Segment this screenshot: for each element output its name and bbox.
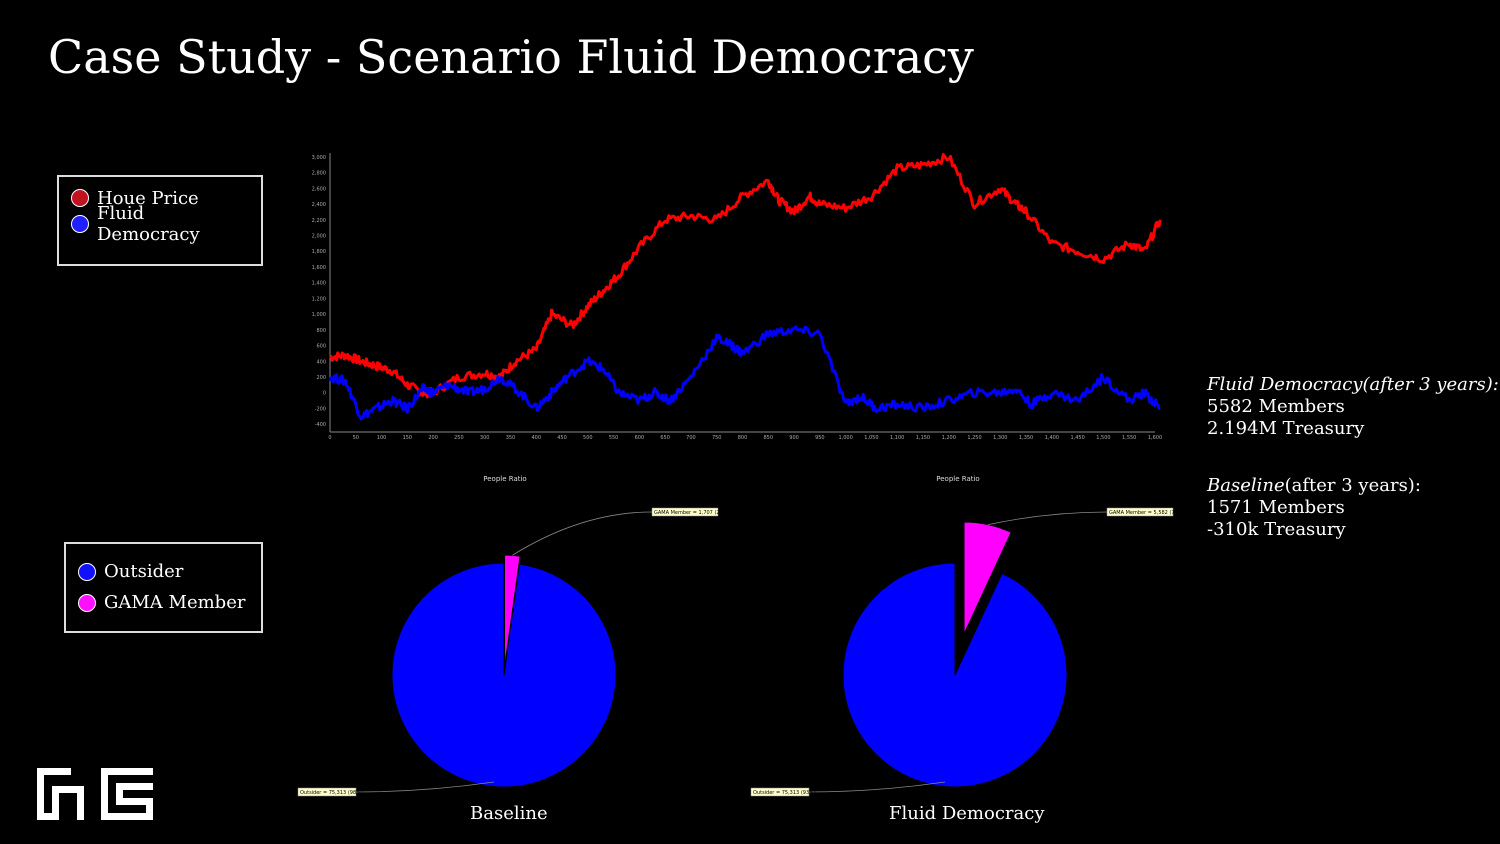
x-tick-label: 900 [789, 435, 799, 441]
pie-chart-legend: Outsider GAMA Member [64, 542, 263, 633]
x-tick-label: 50 [353, 435, 359, 441]
legend-item-outsider: Outsider [78, 556, 249, 587]
x-tick-label: 100 [377, 435, 387, 441]
data-label-gama-member: GAMA Member = 5,582 (7%) [1109, 510, 1181, 516]
y-tick-label: 2,600 [312, 186, 326, 192]
series-line-house-price [329, 153, 1162, 399]
data-label-gama-member: GAMA Member = 1,707 (2%) [654, 510, 726, 516]
y-tick-label: 1,200 [312, 296, 326, 302]
x-tick-label: 600 [635, 435, 645, 441]
x-tick-label: 1,250 [967, 435, 981, 441]
data-label-outsider: Outsider = 75,313 (93%) [753, 790, 816, 796]
pie-title: People Ratio [483, 475, 526, 483]
x-tick-label: 1,000 [838, 435, 852, 441]
y-tick-label: -400 [315, 422, 326, 428]
x-tick-label: 1,100 [890, 435, 904, 441]
line-chart: -400 -200 0 200 400 600 800 1,000 1,200 1,400 1,60… [312, 153, 1162, 441]
pie-chart-fluid-democracy: People Ratio GAMA Member = 5,582 (7%) Outs… [750, 475, 1181, 797]
y-tick-label: -200 [315, 406, 326, 412]
x-tick-label: 550 [609, 435, 619, 441]
x-tick-label: 1,550 [1122, 435, 1136, 441]
leader-line-gama-member [988, 511, 1108, 525]
y-tick-label: 2,200 [312, 218, 326, 224]
baseline-stats: Baseline(after 3 years): 1571 Members -3… [1207, 475, 1421, 541]
x-tick-label: 1,600 [1148, 435, 1162, 441]
logo-icon [37, 768, 153, 820]
blue-dot-icon [78, 562, 96, 581]
x-tick-label: 200 [428, 435, 438, 441]
fluid-treasury: 2.194M Treasury [1207, 418, 1365, 439]
x-tick-label: 400 [531, 435, 541, 441]
pie-chart-baseline: People Ratio GAMA Member = 1,707 (2%) Outs… [297, 475, 726, 797]
x-tick-label: 450 [557, 435, 567, 441]
leader-line-outsider [353, 781, 495, 793]
y-tick-label: 1,800 [312, 249, 326, 255]
data-label-outsider: Outsider = 75,313 (98%) [300, 790, 363, 796]
pie-slice-outsider [842, 562, 1068, 788]
line-chart-legend: Houe Price Fluid Democracy [57, 175, 263, 266]
baseline-members: 1571 Members [1207, 497, 1345, 518]
legend-item-house-price: Houe Price [71, 185, 249, 211]
y-tick-label: 1,600 [312, 265, 326, 271]
legend-label: Houe Price [97, 187, 199, 209]
x-tick-label: 850 [764, 435, 774, 441]
pie-caption-baseline: Baseline [470, 803, 548, 824]
x-tick-label: 950 [815, 435, 825, 441]
baseline-stats-heading: Baseline [1207, 475, 1285, 496]
x-tick-label: 1,200 [942, 435, 956, 441]
fluid-stats-heading: Fluid Democracy(after 3 years): [1207, 374, 1499, 395]
y-tick-label: 800 [316, 328, 326, 334]
y-tick-label: 2,800 [312, 171, 326, 177]
x-tick-label: 1,450 [1070, 435, 1084, 441]
legend-label: GAMA Member [104, 592, 246, 613]
x-tick-label: 1,300 [993, 435, 1007, 441]
pie-title: People Ratio [936, 475, 979, 483]
leader-line-outsider [806, 781, 946, 793]
fluid-members: 5582 Members [1207, 396, 1345, 417]
x-tick-label: 500 [583, 435, 593, 441]
fluid-democracy-stats: Fluid Democracy(after 3 years): 5582 Mem… [1207, 374, 1499, 440]
y-tick-label: 200 [316, 375, 326, 381]
y-tick-label: 600 [316, 344, 326, 350]
y-tick-label: 2,000 [312, 234, 326, 240]
x-tick-label: 750 [712, 435, 722, 441]
y-tick-label: 1,000 [312, 312, 326, 318]
x-tick-label: 1,050 [864, 435, 878, 441]
x-tick-label: 1,350 [1019, 435, 1033, 441]
series-line-fluid-democracy [328, 325, 1161, 421]
x-tick-label: 350 [506, 435, 516, 441]
x-tick-label: 1,150 [916, 435, 930, 441]
baseline-treasury: -310k Treasury [1207, 519, 1346, 540]
x-tick-label: 700 [686, 435, 696, 441]
slide-title: Case Study - Scenario Fluid Democracy [48, 30, 974, 84]
x-tick-label: 650 [660, 435, 670, 441]
red-dot-icon [71, 189, 89, 207]
pie-slice-outsider [391, 562, 617, 788]
legend-item-fluid-democracy: Fluid Democracy [71, 203, 249, 245]
x-tick-label: 300 [480, 435, 490, 441]
legend-item-gama-member: GAMA Member [78, 587, 249, 618]
x-tick-label: 1,500 [1096, 435, 1110, 441]
y-tick-label: 1,400 [312, 281, 326, 287]
y-tick-label: 400 [316, 359, 326, 365]
pie-caption-fluid-democracy: Fluid Democracy [889, 803, 1045, 824]
y-tick-label: 3,000 [312, 155, 326, 161]
x-tick-label: 250 [454, 435, 464, 441]
leader-line-gama-member [512, 511, 653, 556]
y-tick-label: 0 [323, 391, 326, 397]
data-label-box-outsider [750, 787, 810, 797]
x-tick-label: 1,400 [1045, 435, 1059, 441]
legend-label: Fluid Democracy [97, 203, 200, 245]
magenta-dot-icon [78, 593, 96, 612]
x-tick-label: 800 [738, 435, 748, 441]
blue-dot-icon [71, 215, 89, 233]
x-tick-label: 150 [403, 435, 413, 441]
data-label-box-gama-member [1106, 507, 1174, 517]
legend-label: Outsider [104, 561, 184, 582]
y-tick-label: 2,400 [312, 202, 326, 208]
data-label-box-outsider [297, 787, 357, 797]
data-label-box-gama-member [651, 507, 719, 517]
x-tick-label: 0 [328, 435, 331, 441]
baseline-stats-heading-suffix: (after 3 years): [1284, 475, 1421, 496]
